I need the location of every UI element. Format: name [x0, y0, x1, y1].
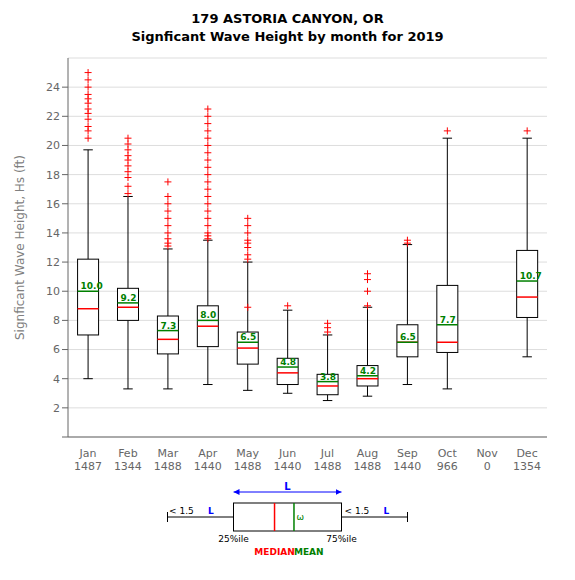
svg-text:4.2: 4.2	[360, 366, 376, 376]
svg-text:Nov0: Nov0	[476, 447, 498, 473]
svg-text:7.3: 7.3	[160, 321, 176, 331]
svg-text:< 1.5: < 1.5	[345, 506, 370, 516]
svg-text:ω: ω	[296, 512, 304, 522]
svg-text:Dec1354: Dec1354	[513, 447, 541, 473]
svg-text:14: 14	[46, 227, 60, 240]
svg-text:20: 20	[46, 139, 60, 152]
svg-text:Mar1488: Mar1488	[154, 447, 182, 473]
svg-text:L: L	[208, 506, 214, 516]
svg-text:MEDIAN: MEDIAN	[254, 547, 294, 557]
svg-text:Signficant Wave Height, Hs (ft: Signficant Wave Height, Hs (ft)	[13, 155, 27, 340]
svg-text:10.0: 10.0	[81, 281, 103, 291]
svg-text:Apr1440: Apr1440	[194, 447, 222, 473]
svg-text:Feb1344: Feb1344	[114, 447, 142, 473]
svg-text:4: 4	[53, 373, 60, 386]
svg-text:L: L	[384, 506, 390, 516]
svg-text:10.7: 10.7	[520, 271, 542, 281]
svg-text:Oct966: Oct966	[437, 447, 458, 473]
svg-text:2: 2	[53, 402, 60, 415]
svg-text:25%ile: 25%ile	[218, 534, 249, 544]
svg-text:22: 22	[46, 110, 60, 123]
svg-text:12: 12	[46, 256, 60, 269]
svg-text:Sep1440: Sep1440	[393, 447, 421, 473]
svg-text:10: 10	[46, 285, 60, 298]
svg-text:May1488: May1488	[234, 447, 262, 473]
svg-text:16: 16	[46, 198, 60, 211]
svg-text:L: L	[284, 481, 291, 492]
svg-text:< 1.5: < 1.5	[169, 506, 194, 516]
svg-text:MEAN: MEAN	[294, 547, 324, 557]
svg-text:Jul1488: Jul1488	[313, 447, 341, 473]
svg-text:9.2: 9.2	[120, 293, 136, 303]
svg-text:7.7: 7.7	[440, 315, 456, 325]
svg-text:24: 24	[46, 81, 60, 94]
svg-text:Jan1487: Jan1487	[74, 447, 102, 473]
svg-text:8: 8	[53, 314, 60, 327]
svg-text:Jun1440: Jun1440	[274, 447, 302, 473]
svg-text:3.8: 3.8	[320, 372, 336, 382]
svg-text:6.5: 6.5	[240, 332, 256, 342]
svg-text:6: 6	[53, 343, 60, 356]
svg-text:18: 18	[46, 169, 60, 182]
svg-text:4.8: 4.8	[280, 357, 296, 367]
svg-text:75%ile: 75%ile	[326, 534, 357, 544]
svg-text:Aug1488: Aug1488	[353, 447, 381, 473]
svg-text:8.0: 8.0	[200, 310, 216, 320]
html-text:179 ASTORIA CANYON, OR: 179 ASTORIA CANYON, OR	[191, 11, 384, 26]
svg-text:6.5: 6.5	[400, 332, 416, 342]
html-text:Signficant Wave Height by mont: Signficant Wave Height by month for 2019	[131, 29, 444, 44]
